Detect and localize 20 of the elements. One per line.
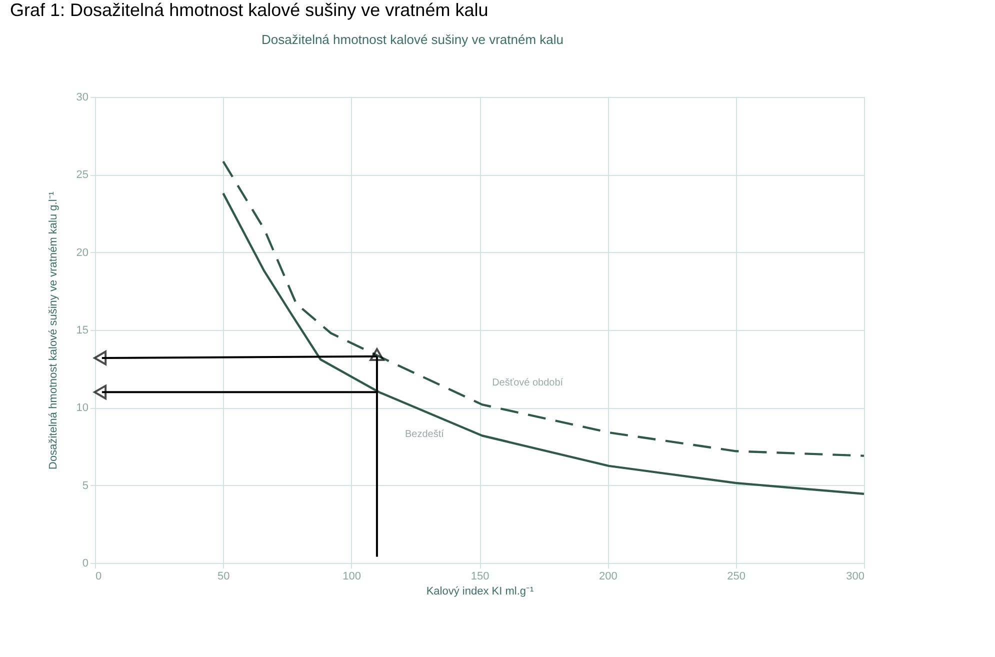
y-tick-label: 15 (76, 324, 88, 336)
series-label: Bezdeští (405, 429, 444, 440)
x-axis-title: Kalový index KI ml.g⁻¹ (426, 586, 534, 598)
x-tick-label: 100 (342, 570, 362, 582)
y-axis-title: Dosažitelná hmotnost kalové sušiny ve vratném kalu g.l⁻¹ (47, 191, 60, 470)
y-tick-label: 20 (76, 246, 88, 259)
text: Graf 1: Dosažitelná hmotnost kalové sušiny ve vratném kalu (10, 0, 488, 20)
y-tick-label: 10 (76, 402, 88, 414)
chart-title: Dosažitelná hmotnost kalové sušiny ve vratném kalu (261, 32, 564, 47)
y-tick-label: 30 (76, 92, 88, 104)
y-tick-label: 0 (82, 558, 88, 570)
x-tick-label: 150 (470, 570, 490, 582)
x-tick-label: 200 (598, 570, 618, 582)
y-tick-label: 25 (76, 169, 88, 182)
series-label: Dešťové období (492, 378, 564, 389)
x-tick-label: 50 (218, 570, 230, 582)
x-tick-label: 250 (727, 570, 746, 582)
y-tick-label: 5 (82, 480, 88, 492)
x-tick-label: 300 (846, 570, 864, 582)
x-tick-label: 0 (96, 570, 102, 582)
